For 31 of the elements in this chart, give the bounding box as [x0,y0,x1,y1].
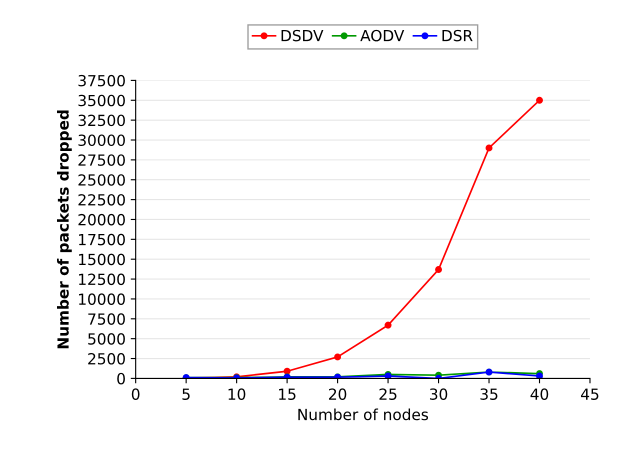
x-tick-label: 5 [182,388,190,400]
x-tick-label: 40 [530,388,548,400]
x-tick-label: 45 [581,388,598,400]
y-axis-title: Number of packets dropped [57,110,72,348]
y-tick-label: 30000 [78,134,125,146]
x-axis-title: Number of nodes [298,408,428,420]
y-tick-label: 15000 [79,254,125,266]
x-tick-label: 30 [430,388,448,400]
y-tick-label: 0 [117,372,125,384]
y-tick-label: 22500 [78,194,125,206]
legend-label: DSDV [282,30,324,42]
y-tick-label: 5000 [88,333,125,345]
legend-label: DSR [442,30,473,42]
y-tick-label: 7500 [88,313,125,325]
x-tick-label: 15 [279,388,296,400]
legend-label: AODV [360,30,404,42]
y-tick-label: 32500 [78,114,125,126]
x-tick-label: 20 [328,388,346,400]
y-tick-label: 35000 [78,94,125,106]
x-tick-label: 25 [379,388,396,400]
x-tick-label: 10 [228,388,246,400]
y-tick-label: 17500 [79,234,125,246]
y-tick-label: 10000 [79,293,125,305]
x-tick-label: 35 [480,388,498,400]
y-tick-label: 12500 [79,274,125,286]
x-tick-label: 0 [132,388,140,400]
y-tick-label: 20000 [78,214,125,226]
y-tick-label: 27500 [78,154,125,166]
y-tick-label: 25000 [78,174,125,186]
y-tick-label: 2500 [88,353,125,365]
y-tick-label: 37500 [78,74,125,86]
